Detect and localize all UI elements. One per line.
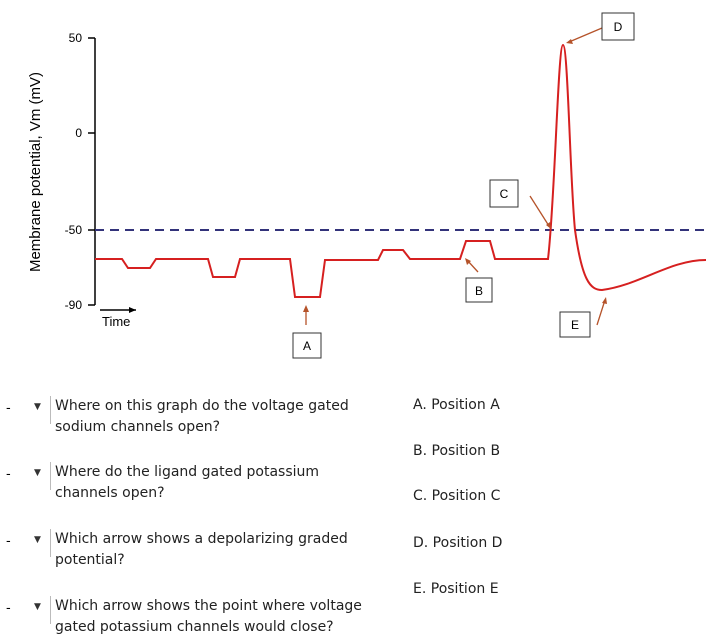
answer-dropdown[interactable]: - ▼ [0, 529, 51, 557]
option: D. Position D [413, 535, 503, 551]
y-tick-label: 0 [75, 126, 82, 140]
marker-label: E [571, 318, 579, 332]
option: E. Position E [413, 581, 499, 597]
dropdown-placeholder: - [6, 601, 11, 616]
graph: Membrane potential, Vm (mV) 50 0 -50 -90… [27, 12, 706, 359]
answer-dropdown[interactable]: - ▼ [0, 396, 51, 424]
y-tick-label: -50 [65, 223, 83, 237]
question-text: Which arrow shows a depolarizing graded … [55, 531, 348, 568]
x-axis-label: Time [102, 314, 130, 329]
marker-label: C [500, 187, 509, 201]
option: C. Position C [413, 488, 501, 504]
question-text: Where do the ligand gated potassium chan… [55, 464, 320, 501]
dropdown-arrow: ▼ [34, 535, 41, 545]
option: A. Position A [413, 397, 500, 413]
dropdown-arrow: ▼ [34, 402, 41, 412]
dropdown-arrow: ▼ [34, 602, 41, 612]
question-text: Which arrow shows the point where voltag… [55, 598, 362, 635]
dropdown-placeholder: - [6, 534, 11, 549]
arrows [305, 27, 606, 326]
y-axis-label: Membrane potential, Vm (mV) [27, 72, 44, 272]
answer-dropdown[interactable]: - ▼ [0, 596, 51, 624]
marker-boxes [292, 12, 635, 359]
dropdown-placeholder: - [6, 467, 11, 482]
dropdown-arrow: ▼ [34, 468, 41, 478]
marker-label: B [475, 284, 483, 298]
time-arrow-head [129, 307, 136, 313]
answer-dropdown[interactable]: - ▼ [0, 462, 51, 490]
y-tick-label: -90 [65, 298, 83, 312]
membrane-trace [95, 43, 706, 298]
dropdown-placeholder: - [6, 401, 11, 416]
ticks [88, 37, 95, 306]
question-text: Where on this graph do the voltage gated… [55, 398, 349, 435]
arrow-heads [303, 39, 607, 312]
marker-label: A [303, 339, 311, 353]
option: B. Position B [413, 443, 501, 459]
y-tick-label: 50 [69, 31, 83, 45]
marker-label: D [614, 20, 623, 34]
